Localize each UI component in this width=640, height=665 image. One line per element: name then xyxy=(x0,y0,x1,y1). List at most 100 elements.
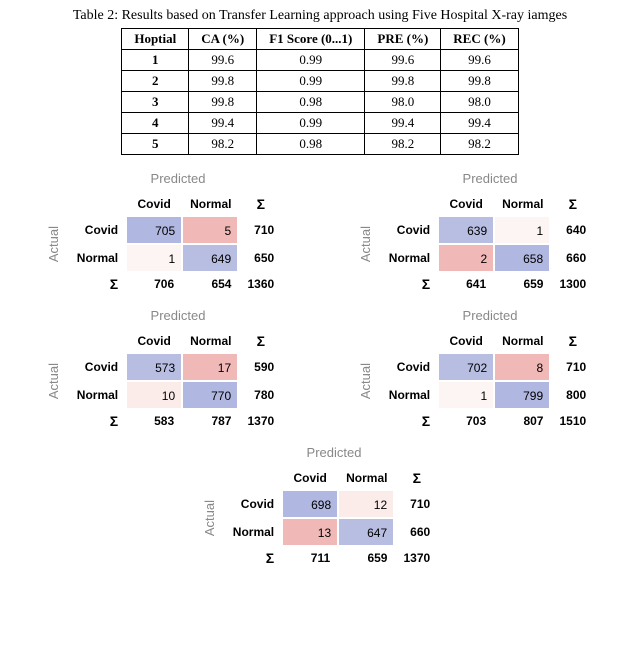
row-header-normal: Normal xyxy=(225,521,282,543)
cm-cell: 17 xyxy=(182,353,238,381)
table-cell: 0.99 xyxy=(257,71,365,92)
confusion-matrix: CovidNormalΣCovid57317590Normal10770780Σ… xyxy=(69,329,282,433)
row-header-covid: Covid xyxy=(69,356,126,378)
cm-cell: 799 xyxy=(494,381,550,409)
sigma-row-label: Σ xyxy=(381,409,438,433)
table-cell: 98.2 xyxy=(189,134,257,155)
col-header-normal: Normal xyxy=(494,193,551,215)
table-row: 598.20.9898.298.2 xyxy=(122,134,518,155)
actual-label: Actual xyxy=(358,226,373,262)
confusion-matrix-row-1: PredictedActualCovidNormalΣCovid7055710N… xyxy=(8,171,632,296)
cm-cell: 2 xyxy=(438,244,494,272)
table-cell: 98.2 xyxy=(365,134,441,155)
sigma-row-label: Σ xyxy=(69,272,126,296)
row-sum: 710 xyxy=(239,223,282,237)
table-cell: 98.2 xyxy=(441,134,518,155)
row-header-covid: Covid xyxy=(381,219,438,241)
row-sum: 710 xyxy=(551,360,594,374)
col-header-normal: Normal xyxy=(182,330,239,352)
cm-cell: 1 xyxy=(494,216,550,244)
row-sum: 800 xyxy=(551,388,594,402)
sigma-header: Σ xyxy=(395,466,438,490)
row-header-covid: Covid xyxy=(69,219,126,241)
row-sum: 660 xyxy=(395,525,438,539)
actual-label: Actual xyxy=(46,226,61,262)
table-cell: 99.8 xyxy=(189,71,257,92)
table-cell: 99.6 xyxy=(441,50,518,71)
predicted-label: Predicted xyxy=(46,308,282,323)
table-row: 399.80.9898.098.0 xyxy=(122,92,518,113)
table-cell: 0.99 xyxy=(257,113,365,134)
table-header-cell: PRE (%) xyxy=(365,29,441,50)
col-header-covid: Covid xyxy=(126,193,182,215)
table-cell: 99.6 xyxy=(365,50,441,71)
sigma-header: Σ xyxy=(551,329,594,353)
cm-cell: 649 xyxy=(182,244,238,272)
cm-cell: 1 xyxy=(438,381,494,409)
predicted-label: Predicted xyxy=(358,171,594,186)
row-header-normal: Normal xyxy=(381,384,438,406)
col-header-covid: Covid xyxy=(438,330,494,352)
col-sum: 706 xyxy=(126,277,182,291)
cm-cell: 12 xyxy=(338,490,394,518)
table-header-cell: REC (%) xyxy=(441,29,518,50)
col-header-normal: Normal xyxy=(338,467,395,489)
row-sum: 780 xyxy=(239,388,282,402)
table-cell: 99.4 xyxy=(441,113,518,134)
confusion-matrix-row-2: PredictedActualCovidNormalΣCovid57317590… xyxy=(8,308,632,433)
row-header-normal: Normal xyxy=(69,384,126,406)
sigma-header: Σ xyxy=(239,192,282,216)
row-header-covid: Covid xyxy=(225,493,282,515)
cm-cell: 10 xyxy=(126,381,182,409)
spacer xyxy=(381,337,438,345)
spacer xyxy=(69,200,126,208)
table-row: 299.80.9999.899.8 xyxy=(122,71,518,92)
table-cell: 0.98 xyxy=(257,92,365,113)
confusion-matrix: CovidNormalΣCovid6391640Normal2658660Σ64… xyxy=(381,192,594,296)
sigma-row-label: Σ xyxy=(225,546,282,570)
row-sum: 640 xyxy=(551,223,594,237)
table-cell: 1 xyxy=(122,50,189,71)
total-sum: 1510 xyxy=(551,414,594,428)
cm-cell: 698 xyxy=(282,490,338,518)
results-table: HoptialCA (%)F1 Score (0...1)PRE (%)REC … xyxy=(121,28,518,155)
table-cell: 99.4 xyxy=(189,113,257,134)
col-sum: 659 xyxy=(494,277,551,291)
predicted-label: Predicted xyxy=(46,171,282,186)
table-header-cell: Hoptial xyxy=(122,29,189,50)
actual-label: Actual xyxy=(358,363,373,399)
confusion-matrix-row-3: PredictedActualCovidNormalΣCovid69812710… xyxy=(8,445,632,570)
row-header-normal: Normal xyxy=(381,247,438,269)
predicted-label: Predicted xyxy=(202,445,438,460)
col-sum: 703 xyxy=(438,414,494,428)
total-sum: 1370 xyxy=(239,414,282,428)
table-cell: 99.6 xyxy=(189,50,257,71)
table-cell: 99.4 xyxy=(365,113,441,134)
table-row: 499.40.9999.499.4 xyxy=(122,113,518,134)
row-header-covid: Covid xyxy=(381,356,438,378)
table-cell: 98.0 xyxy=(365,92,441,113)
cm-cell: 647 xyxy=(338,518,394,546)
row-header-normal: Normal xyxy=(69,247,126,269)
table-cell: 5 xyxy=(122,134,189,155)
table-header-cell: CA (%) xyxy=(189,29,257,50)
table-cell: 4 xyxy=(122,113,189,134)
table-row: 199.60.9999.699.6 xyxy=(122,50,518,71)
col-header-normal: Normal xyxy=(182,193,239,215)
confusion-matrix: CovidNormalΣCovid69812710Normal13647660Σ… xyxy=(225,466,438,570)
col-sum: 807 xyxy=(494,414,551,428)
cm-cell: 702 xyxy=(438,353,494,381)
total-sum: 1360 xyxy=(239,277,282,291)
col-header-covid: Covid xyxy=(282,467,338,489)
cm-cell: 658 xyxy=(494,244,550,272)
cm-cell: 13 xyxy=(282,518,338,546)
table-cell: 2 xyxy=(122,71,189,92)
col-sum: 641 xyxy=(438,277,494,291)
actual-label: Actual xyxy=(46,363,61,399)
col-sum: 787 xyxy=(182,414,239,428)
row-sum: 710 xyxy=(395,497,438,511)
sigma-header: Σ xyxy=(239,329,282,353)
confusion-matrix: CovidNormalΣCovid7028710Normal1799800Σ70… xyxy=(381,329,594,433)
col-sum: 654 xyxy=(182,277,239,291)
row-sum: 660 xyxy=(551,251,594,265)
